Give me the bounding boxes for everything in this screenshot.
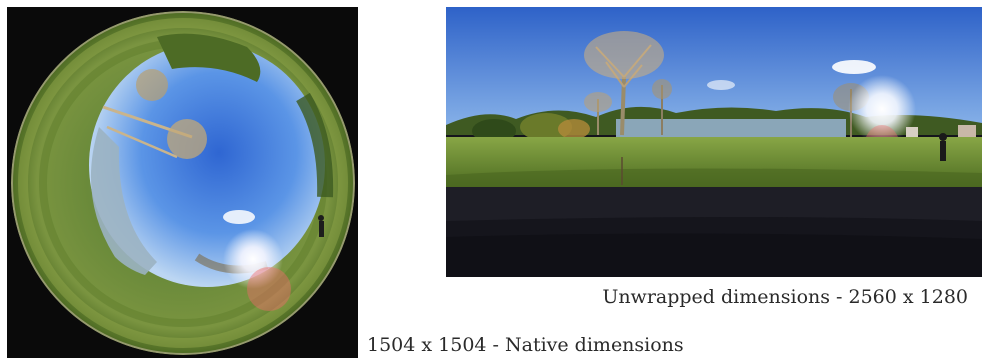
unwrapped-dimensions-caption: Unwrapped dimensions - 2560 x 1280 bbox=[602, 286, 968, 308]
fisheye-photo-icon bbox=[7, 7, 358, 358]
fisheye-image bbox=[7, 7, 358, 358]
unwrapped-panorama-image bbox=[446, 7, 982, 277]
native-dimensions-caption: 1504 x 1504 - Native dimensions bbox=[367, 334, 684, 356]
panorama-photo-icon bbox=[446, 7, 982, 277]
